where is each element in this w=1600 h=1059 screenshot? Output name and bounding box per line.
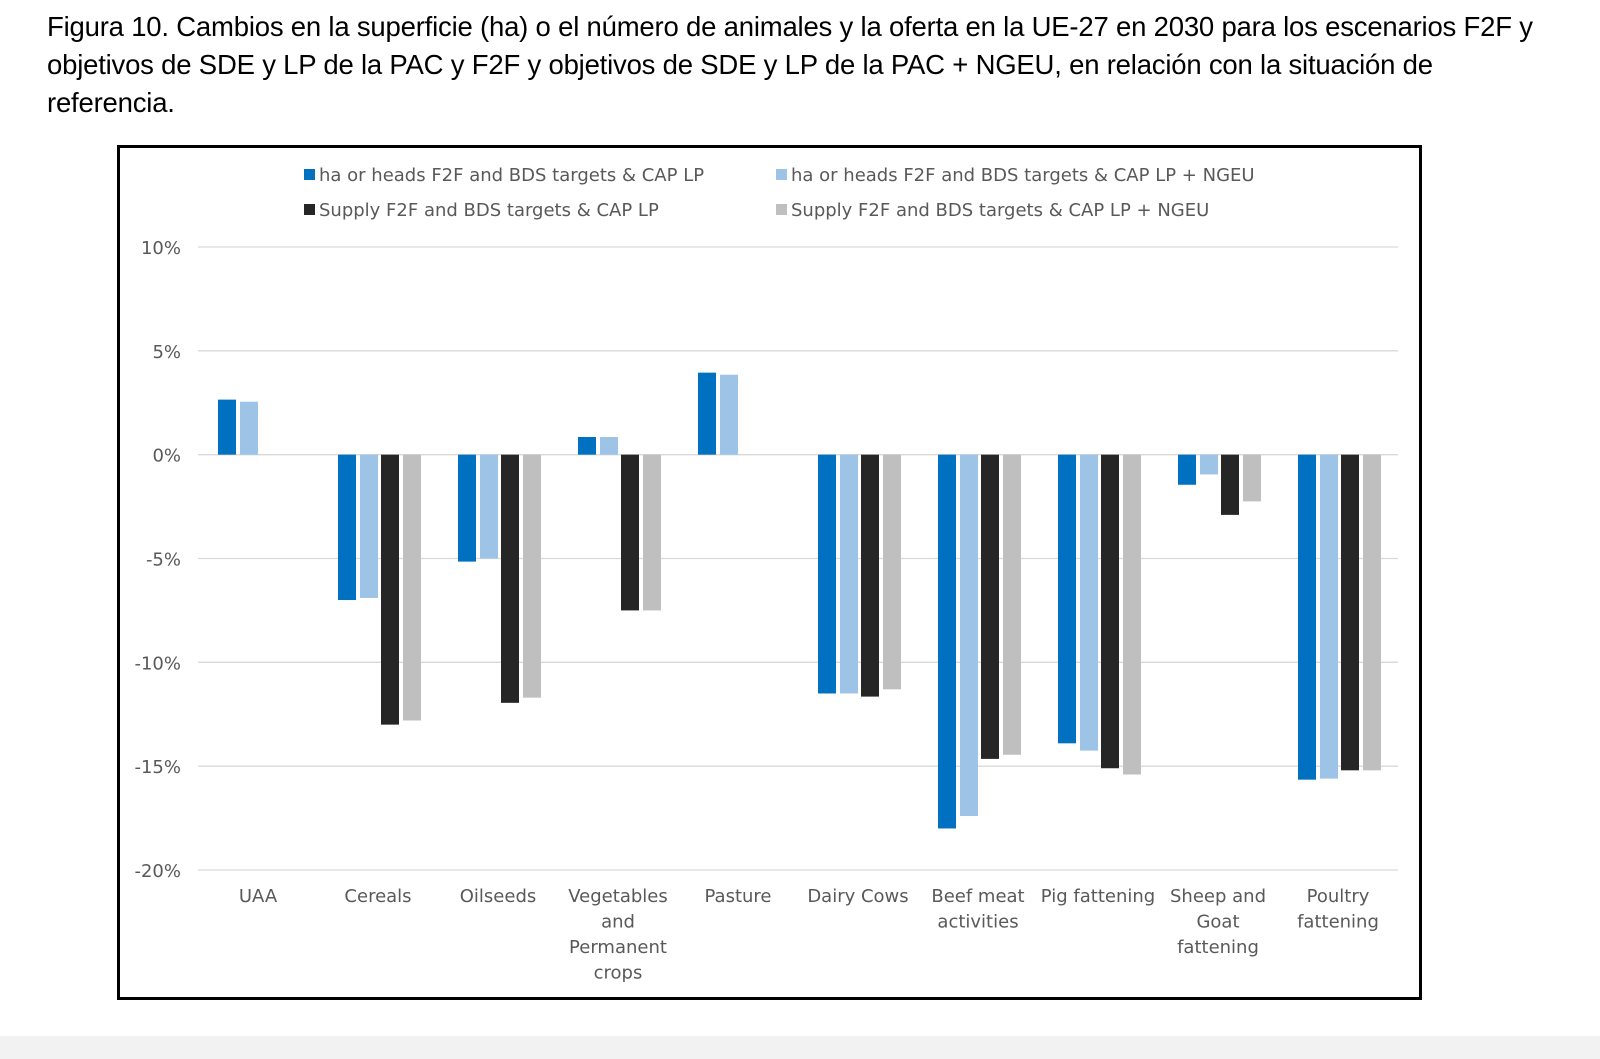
bar-2 [720, 374, 738, 455]
bar-4 [1363, 454, 1381, 771]
bar-1 [818, 454, 836, 694]
x-tick-label: Oilseeds [460, 886, 537, 907]
x-tick-label: Dairy Cows [807, 886, 908, 907]
figure-caption: Figura 10. Cambios en la superficie (ha)… [47, 11, 1533, 118]
x-tick-label: Sheep and [1170, 886, 1266, 907]
legend-swatch [776, 204, 787, 215]
legend-swatch [304, 169, 315, 180]
bar-1 [578, 437, 596, 455]
legend-swatch [776, 169, 787, 180]
x-tick-label: Poultry [1307, 886, 1370, 907]
bottom-strip [0, 1036, 1600, 1059]
x-tick-label: and [601, 912, 635, 933]
y-tick-label: 0% [152, 446, 181, 467]
legend-label: Supply F2F and BDS targets & CAP LP [319, 200, 659, 221]
bar-3 [621, 454, 639, 611]
bar-2 [1200, 454, 1218, 475]
bar-1 [458, 454, 476, 562]
bar-3 [861, 454, 879, 697]
bar-4 [883, 454, 901, 690]
bar-4 [403, 454, 421, 721]
x-tick-label: Beef meat [931, 886, 1024, 907]
bar-2 [960, 454, 978, 817]
y-tick-label: -10% [134, 653, 181, 674]
bar-3 [1341, 454, 1359, 771]
bar-1 [1178, 454, 1196, 485]
x-tick-label: UAA [239, 886, 278, 907]
bar-2 [1320, 454, 1338, 779]
bar-1 [218, 399, 236, 455]
y-tick-label: -5% [146, 550, 181, 571]
bar-2 [840, 454, 858, 694]
bar-2 [360, 454, 378, 598]
legend-label: ha or heads F2F and BDS targets & CAP LP… [791, 165, 1255, 186]
bar-1 [938, 454, 956, 829]
x-tick-label: Cereals [344, 886, 411, 907]
bar-3 [381, 454, 399, 725]
bar-3 [1221, 454, 1239, 515]
x-tick-label: crops [594, 963, 643, 984]
chart-frame: 10% 5% 0% -5% -10% -15% -20% UAA Cereals Oilseeds… [117, 145, 1422, 1000]
bar-1 [338, 454, 356, 601]
bar-2 [600, 437, 618, 455]
bar-4 [643, 454, 661, 611]
bar-chart: 10% 5% 0% -5% -10% -15% -20% UAA Cereals Oilseeds… [134, 165, 1398, 984]
y-tick-label: -20% [134, 861, 181, 882]
bar-3 [501, 454, 519, 703]
legend-swatch [304, 204, 315, 215]
y-tick-label: 10% [141, 238, 181, 259]
bar-2 [1080, 454, 1098, 751]
legend-label: ha or heads F2F and BDS targets & CAP LP [319, 165, 704, 186]
x-tick-label: Permanent [569, 937, 667, 958]
bar-3 [981, 454, 999, 759]
x-tick-label: Vegetables [568, 886, 667, 907]
x-tick-label: Goat [1196, 912, 1239, 933]
bar-4 [1003, 454, 1021, 755]
x-tick-label: fattening [1297, 912, 1379, 933]
y-tick-label: 5% [152, 342, 181, 363]
x-tick-label: activities [937, 912, 1018, 933]
x-tick-label: Pig fattening [1041, 886, 1155, 907]
bar-1 [1058, 454, 1076, 744]
y-tick-label: -15% [134, 757, 181, 778]
bar-4 [1123, 454, 1141, 775]
bar-4 [523, 454, 541, 698]
x-tick-label: Pasture [705, 886, 772, 907]
bar-4 [1243, 454, 1261, 502]
bar-1 [1298, 454, 1316, 780]
bar-2 [480, 454, 498, 559]
legend-label: Supply F2F and BDS targets & CAP LP + NG… [791, 200, 1209, 221]
bar-3 [1101, 454, 1119, 769]
bar-1 [698, 372, 716, 455]
x-tick-label: fattening [1177, 937, 1259, 958]
bar-2 [240, 401, 258, 455]
